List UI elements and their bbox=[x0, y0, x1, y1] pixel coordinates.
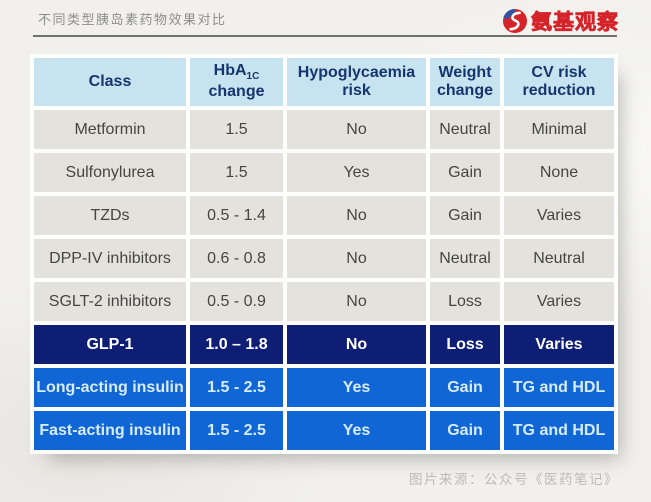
table-row-dpp-iv-inhibitors: DPP-IV inhibitors 0.6 - 0.8 No Neutral N… bbox=[34, 239, 614, 278]
cell-hba1c-change: 0.5 - 1.4 bbox=[190, 196, 283, 235]
image-source-caption: 图片来源：公众号《医药笔记》 bbox=[409, 472, 619, 487]
cell-cv-risk-reduction: TG and HDL bbox=[504, 368, 614, 407]
cell-cv-risk-reduction: TG and HDL bbox=[504, 411, 614, 450]
cell-cv-risk-reduction: Varies bbox=[504, 325, 614, 364]
header-divider-line bbox=[33, 35, 617, 37]
cell-hypoglycaemia-risk: No bbox=[287, 282, 426, 321]
column-header-weight-change: Weight change bbox=[430, 58, 500, 106]
cell-weight-change: Gain bbox=[430, 153, 500, 192]
table-row-long-acting-insulin: Long-acting insulin 1.5 - 2.5 Yes Gain T… bbox=[34, 368, 614, 407]
cell-cv-risk-reduction: Neutral bbox=[504, 239, 614, 278]
cell-weight-change: Gain bbox=[430, 411, 500, 450]
column-header-label: change bbox=[436, 82, 493, 99]
cell-hypoglycaemia-risk: No bbox=[287, 110, 426, 149]
cell-class: DPP-IV inhibitors bbox=[34, 239, 186, 278]
cell-cv-risk-reduction: Varies bbox=[504, 282, 614, 321]
table-row-sulfonylurea: Sulfonylurea 1.5 Yes Gain None bbox=[34, 153, 614, 192]
cell-class: Sulfonylurea bbox=[34, 153, 186, 192]
column-header-label: Hypoglycaemia bbox=[297, 63, 416, 81]
table-row-fast-acting-insulin: Fast-acting insulin 1.5 - 2.5 Yes Gain T… bbox=[34, 411, 614, 450]
cell-weight-change: Loss bbox=[430, 325, 500, 364]
column-header-hypoglycaemia-risk: Hypoglycaemia risk bbox=[287, 58, 426, 106]
column-header-label: Class bbox=[88, 72, 132, 90]
cell-hypoglycaemia-risk: No bbox=[287, 196, 426, 235]
table-header-row: Class HbA1C change Hypoglycaemia risk We… bbox=[34, 58, 614, 106]
cell-hypoglycaemia-risk: Yes bbox=[287, 368, 426, 407]
column-header-label: HbA bbox=[213, 62, 247, 80]
column-header-label: change bbox=[208, 83, 265, 101]
cell-weight-change: Gain bbox=[430, 196, 500, 235]
cell-class: Long-acting insulin bbox=[34, 368, 186, 407]
drug-comparison-table: Class HbA1C change Hypoglycaemia risk We… bbox=[30, 54, 618, 454]
table-row-sglt-2-inhibitors: SGLT-2 inhibitors 0.5 - 0.9 No Loss Vari… bbox=[34, 282, 614, 321]
column-header-label: risk bbox=[342, 82, 371, 99]
cell-weight-change: Neutral bbox=[430, 110, 500, 149]
brand-name: 氨基观察 bbox=[531, 11, 619, 35]
brand-logo: 氨基观察 bbox=[502, 6, 619, 36]
cell-class: SGLT-2 inhibitors bbox=[34, 282, 186, 321]
hba1c-subscript: 1C bbox=[246, 71, 260, 83]
cell-hba1c-change: 1.0 – 1.8 bbox=[190, 325, 283, 364]
cell-hba1c-change: 1.5 - 2.5 bbox=[190, 368, 283, 407]
column-header-label: CV risk bbox=[531, 63, 587, 81]
cell-weight-change: Loss bbox=[430, 282, 500, 321]
cell-cv-risk-reduction: Varies bbox=[504, 196, 614, 235]
cell-hypoglycaemia-risk: No bbox=[287, 325, 426, 364]
cell-hba1c-change: 1.5 bbox=[190, 110, 283, 149]
cell-hba1c-change: 1.5 bbox=[190, 153, 283, 192]
column-header-cv-risk-reduction: CV risk reduction bbox=[504, 58, 614, 106]
cell-weight-change: Neutral bbox=[430, 239, 500, 278]
table-row-metformin: Metformin 1.5 No Neutral Minimal bbox=[34, 110, 614, 149]
cell-class: TZDs bbox=[34, 196, 186, 235]
cell-class: Metformin bbox=[34, 110, 186, 149]
cell-hba1c-change: 0.5 - 0.9 bbox=[190, 282, 283, 321]
cell-hypoglycaemia-risk: No bbox=[287, 239, 426, 278]
column-header-label: Weight bbox=[438, 63, 492, 81]
cell-class: Fast-acting insulin bbox=[34, 411, 186, 450]
swirl-drop-circle-icon bbox=[503, 9, 527, 33]
cell-hypoglycaemia-risk: Yes bbox=[287, 411, 426, 450]
table-row-tzds: TZDs 0.5 - 1.4 No Gain Varies bbox=[34, 196, 614, 235]
cell-weight-change: Gain bbox=[430, 368, 500, 407]
cell-cv-risk-reduction: None bbox=[504, 153, 614, 192]
cell-cv-risk-reduction: Minimal bbox=[504, 110, 614, 149]
page-title: 不同类型胰岛素药物效果对比 bbox=[38, 12, 227, 27]
cell-hba1c-change: 1.5 - 2.5 bbox=[190, 411, 283, 450]
cell-hba1c-change: 0.6 - 0.8 bbox=[190, 239, 283, 278]
column-header-label: reduction bbox=[522, 82, 596, 99]
table-row-glp-1: GLP-1 1.0 – 1.8 No Loss Varies bbox=[34, 325, 614, 364]
cell-hypoglycaemia-risk: Yes bbox=[287, 153, 426, 192]
column-header-hba1c-change: HbA1C change bbox=[190, 58, 283, 106]
column-header-class: Class bbox=[34, 58, 186, 106]
cell-class: GLP-1 bbox=[34, 325, 186, 364]
